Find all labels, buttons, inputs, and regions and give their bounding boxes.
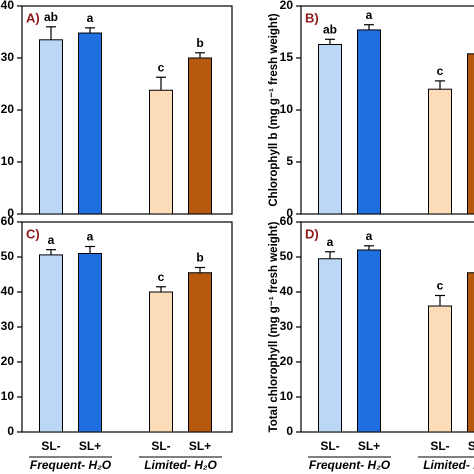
- y-tick-label: 10: [1, 154, 15, 168]
- significance-letter: c: [437, 64, 444, 78]
- y-tick-label: 0: [286, 424, 293, 438]
- y-tick-label: 10: [1, 389, 15, 403]
- y-tick-label: 40: [280, 284, 294, 298]
- significance-letter: a: [87, 11, 94, 25]
- bar: [149, 89, 173, 215]
- y-axis-label: Chlorophyll b (mg g⁻¹ fresh weight): [268, 13, 280, 206]
- bar: [188, 272, 212, 433]
- bar: [318, 43, 342, 215]
- x-tick-label: SL+: [189, 439, 211, 453]
- panel-label: D): [305, 226, 319, 241]
- bar: [467, 272, 474, 433]
- panel-label: B): [305, 10, 319, 25]
- y-tick-label: 30: [1, 319, 15, 333]
- y-tick-label: 0: [7, 424, 14, 438]
- y-tick-label: 0: [7, 206, 14, 220]
- y-axis-label: Total chlorophyll (mg g⁻¹ fresh weight): [268, 221, 280, 432]
- bar: [428, 88, 452, 215]
- y-tick-label: 10: [280, 102, 294, 116]
- y-tick-label: 20: [280, 354, 294, 368]
- y-tick-label: 20: [280, 0, 294, 12]
- y-tick-label: 60: [280, 214, 294, 228]
- x-tick-label: SL-: [320, 439, 339, 453]
- group-label: Frequent- H₂O: [309, 458, 391, 472]
- significance-letter: ab: [44, 10, 58, 24]
- group-label: Frequent- H₂O: [30, 458, 112, 472]
- significance-letter: a: [48, 233, 55, 247]
- y-tick-label: 40: [1, 0, 15, 12]
- significance-letter: a: [327, 235, 334, 249]
- y-tick-label: 5: [286, 154, 293, 168]
- panel-label: A): [26, 10, 40, 25]
- bar: [467, 53, 474, 215]
- significance-letter: c: [158, 270, 165, 284]
- bar: [149, 291, 173, 433]
- significance-letter: ab: [323, 22, 337, 36]
- y-tick-label: 30: [1, 50, 15, 64]
- bar: [357, 249, 381, 433]
- y-tick-label: 0: [286, 206, 293, 220]
- y-tick-label: 50: [1, 249, 15, 263]
- group-label: Limited- H₂O: [423, 458, 474, 472]
- x-tick-label: SL-: [151, 439, 170, 453]
- significance-letter: a: [87, 230, 94, 244]
- y-tick-label: 50: [280, 249, 294, 263]
- y-tick-label: 10: [280, 389, 294, 403]
- x-tick-label: SL-: [41, 439, 60, 453]
- bar: [39, 39, 63, 215]
- y-tick-label: 20: [1, 354, 15, 368]
- significance-letter: a: [366, 8, 373, 22]
- x-tick-label: SL-: [430, 439, 449, 453]
- x-tick-label: SL+: [79, 439, 101, 453]
- bar: [357, 29, 381, 215]
- bar: [318, 258, 342, 433]
- significance-letter: c: [437, 279, 444, 293]
- bar: [428, 305, 452, 433]
- panel-label: C): [26, 226, 40, 241]
- significance-letter: a: [366, 229, 373, 243]
- x-tick-label: SL+: [468, 439, 474, 453]
- y-tick-label: 30: [280, 319, 294, 333]
- bar: [39, 254, 63, 433]
- y-tick-label: 40: [1, 284, 15, 298]
- group-label: Limited- H₂O: [144, 458, 217, 472]
- y-tick-label: 20: [1, 102, 15, 116]
- significance-letter: b: [196, 251, 203, 265]
- bar: [78, 32, 102, 215]
- x-tick-label: SL+: [358, 439, 380, 453]
- y-tick-label: 15: [280, 50, 294, 64]
- significance-letter: c: [158, 60, 165, 74]
- bar: [78, 253, 102, 433]
- bar: [188, 57, 212, 215]
- significance-letter: b: [196, 36, 203, 50]
- y-tick-label: 60: [1, 214, 15, 228]
